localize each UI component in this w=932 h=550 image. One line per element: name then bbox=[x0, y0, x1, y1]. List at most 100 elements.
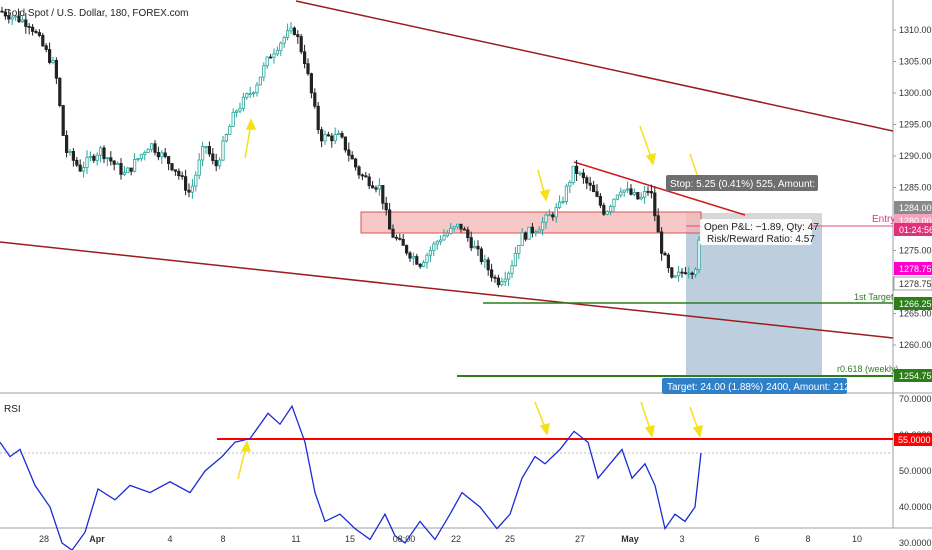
candle bbox=[13, 15, 18, 18]
candle bbox=[394, 236, 399, 239]
fib-badge bbox=[894, 369, 932, 382]
candle bbox=[78, 164, 82, 172]
price-tick-label: 1310.00 bbox=[899, 25, 932, 35]
candle bbox=[292, 27, 297, 35]
time-tick-label: 08:00 bbox=[393, 534, 416, 544]
time-axis[interactable]: 28 Apr 4 8 11 15 08:00 22 25 27 May 3 6 8 10 bbox=[39, 534, 862, 544]
candle bbox=[643, 190, 647, 198]
candle bbox=[415, 256, 419, 265]
candle bbox=[207, 146, 211, 155]
candle bbox=[214, 160, 218, 167]
rsi-tick-label: 50.0000 bbox=[899, 466, 932, 476]
time-tick-label: 22 bbox=[451, 534, 461, 544]
candle bbox=[479, 248, 484, 263]
candle bbox=[183, 176, 188, 191]
target-info-text: Target: 24.00 (1.88%) 2400, Amount: 2128 bbox=[667, 382, 856, 393]
candle bbox=[411, 256, 416, 259]
price-tick-label: 1300.00 bbox=[899, 88, 932, 98]
countdown-text: 01:24:56 bbox=[899, 225, 932, 235]
arrow-down-icon bbox=[640, 401, 655, 438]
candle bbox=[126, 167, 130, 174]
bid-price-badge bbox=[893, 276, 932, 291]
first-target-price-text: 1266.25 bbox=[899, 299, 932, 309]
candle bbox=[649, 191, 654, 194]
candle bbox=[656, 215, 660, 233]
candles[interactable] bbox=[0, 6, 701, 288]
candle bbox=[503, 278, 507, 282]
stop-info-box[interactable] bbox=[666, 175, 818, 191]
time-tick-label: May bbox=[621, 534, 639, 544]
candle bbox=[585, 177, 589, 184]
price-tick-label: 1290.00 bbox=[899, 151, 932, 161]
price-tick-label: 1260.00 bbox=[899, 340, 932, 350]
candle bbox=[228, 125, 232, 135]
arrow-down-icon bbox=[639, 125, 656, 166]
candle bbox=[660, 231, 664, 254]
candle bbox=[54, 60, 59, 79]
channel-upper-line[interactable] bbox=[295, 0, 894, 132]
candle bbox=[241, 96, 245, 109]
candle bbox=[500, 281, 504, 286]
target-info-box[interactable] bbox=[662, 378, 847, 394]
candle bbox=[609, 206, 613, 212]
candle bbox=[48, 49, 52, 63]
candle bbox=[374, 187, 378, 190]
candle bbox=[455, 223, 460, 228]
candle bbox=[299, 36, 303, 53]
candle bbox=[3, 11, 7, 17]
candle bbox=[636, 192, 640, 200]
candle bbox=[564, 185, 569, 202]
time-tick-label: 28 bbox=[39, 534, 49, 544]
chart-title: Gold Spot / U.S. Dollar, 180, FOREX.com bbox=[4, 8, 189, 19]
candle bbox=[551, 214, 555, 218]
candle bbox=[537, 229, 541, 233]
candle bbox=[24, 19, 28, 27]
candle bbox=[527, 226, 531, 240]
fib-label: r0.618 (weekly) bbox=[837, 364, 899, 374]
candle bbox=[646, 190, 650, 193]
candle bbox=[323, 134, 327, 142]
downtrend-line[interactable] bbox=[573, 161, 746, 216]
target-zone[interactable] bbox=[686, 227, 822, 377]
candle bbox=[313, 92, 317, 107]
channel-lower-line[interactable] bbox=[0, 241, 894, 339]
candle bbox=[350, 154, 354, 160]
candle bbox=[670, 267, 674, 278]
candle bbox=[677, 271, 681, 277]
candle bbox=[82, 167, 86, 172]
candle bbox=[272, 53, 276, 58]
candle bbox=[666, 254, 671, 269]
candle bbox=[340, 133, 344, 138]
candle bbox=[166, 156, 171, 164]
candle bbox=[146, 148, 150, 154]
candle bbox=[381, 185, 385, 204]
candle bbox=[190, 185, 194, 193]
candle bbox=[673, 275, 677, 278]
candle bbox=[275, 50, 280, 55]
candle bbox=[234, 110, 239, 113]
candle bbox=[61, 105, 65, 136]
candle bbox=[683, 272, 688, 274]
candle bbox=[302, 51, 307, 65]
candle bbox=[105, 157, 109, 160]
candle bbox=[58, 77, 62, 106]
candle bbox=[139, 153, 143, 159]
candle bbox=[112, 160, 116, 165]
candle bbox=[663, 252, 667, 256]
rsi-line[interactable] bbox=[0, 404, 702, 550]
pl-info-box[interactable] bbox=[700, 219, 812, 245]
candle bbox=[211, 153, 215, 161]
candle bbox=[149, 143, 154, 150]
candle bbox=[170, 163, 174, 171]
time-tick-label: 4 bbox=[167, 534, 172, 544]
first-target-label: 1st Target bbox=[854, 292, 894, 302]
candle bbox=[282, 36, 286, 44]
candle bbox=[95, 154, 99, 161]
candle bbox=[377, 185, 382, 190]
candle bbox=[588, 182, 592, 186]
candle bbox=[472, 245, 477, 249]
candle bbox=[445, 232, 450, 237]
candle bbox=[520, 232, 524, 246]
